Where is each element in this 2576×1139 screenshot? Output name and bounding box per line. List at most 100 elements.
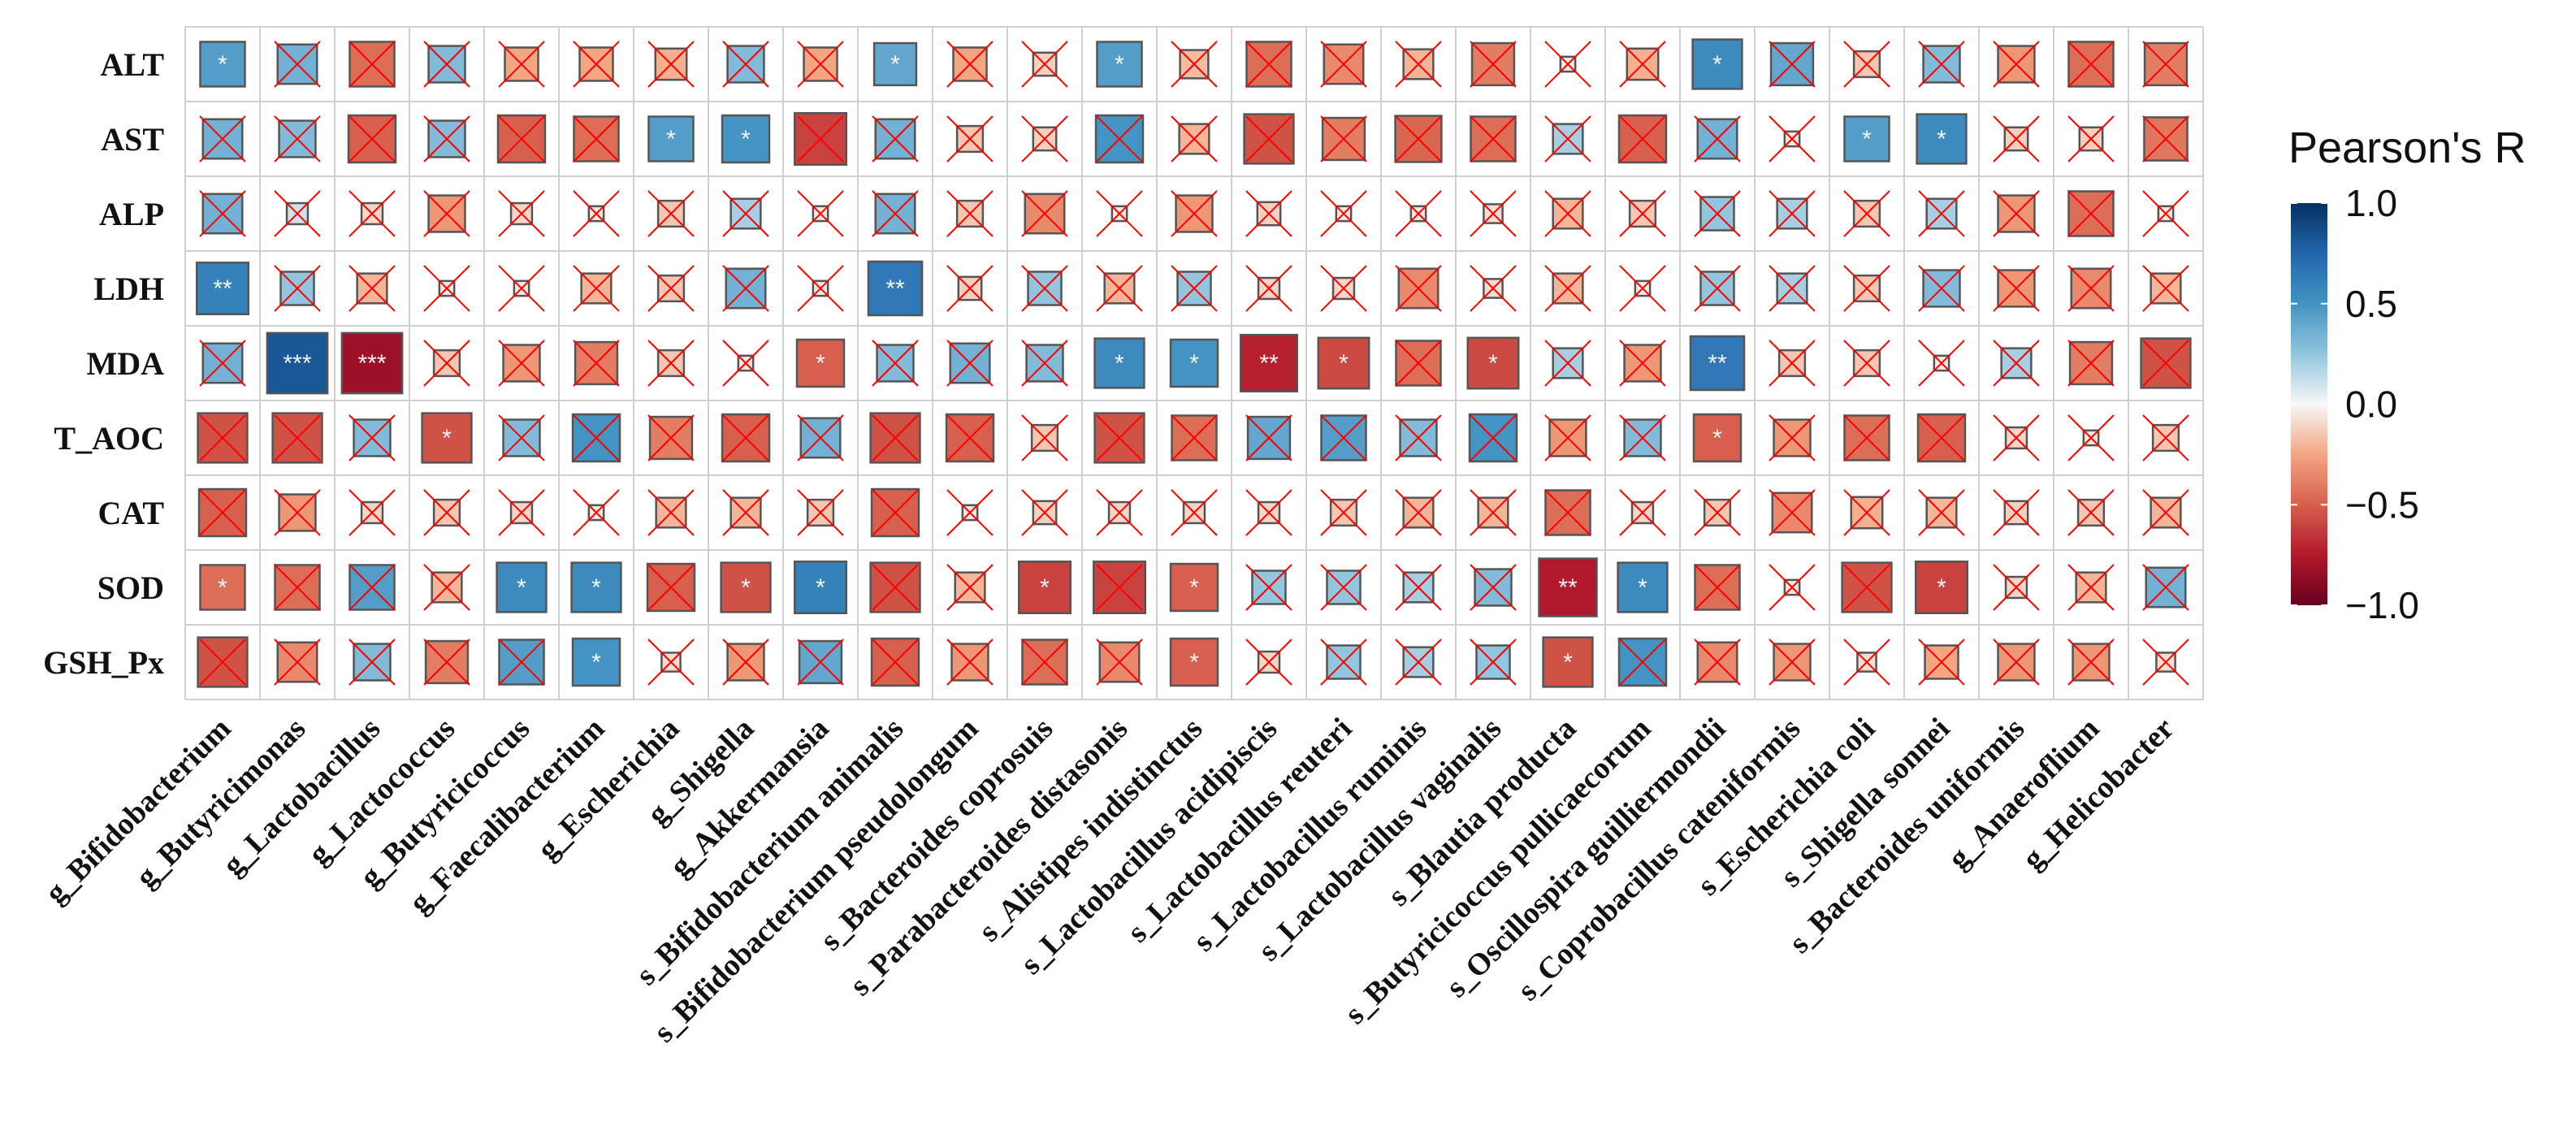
heatmap-cell — [2067, 41, 2115, 88]
nonsignificant-cross — [722, 340, 769, 387]
heatmap-cell — [1093, 412, 1145, 464]
significance-label: ** — [1558, 574, 1578, 601]
significance-label: * — [1488, 350, 1498, 377]
nonsignificant-cross — [1918, 41, 1965, 88]
heatmap-cell — [423, 41, 470, 88]
nonsignificant-cross — [797, 414, 844, 461]
heatmap-cell — [1171, 115, 1218, 162]
nonsignificant-cross — [2142, 639, 2189, 686]
heatmap-cell — [1918, 639, 1965, 686]
nonsignificant-cross — [1993, 414, 2040, 461]
color-legend: Pearson's R 1.0 0.5 0.0 −0.5 −1.0 — [2288, 123, 2526, 626]
cell-square — [872, 41, 918, 87]
significance-label: * — [1638, 574, 1647, 601]
heatmap-cell — [1096, 489, 1143, 536]
significance-label: ** — [1259, 350, 1279, 377]
nonsignificant-cross — [1245, 41, 1292, 88]
nonsignificant-cross — [2067, 190, 2115, 237]
heatmap-cell — [1320, 41, 1367, 88]
heatmap-cell — [197, 487, 248, 538]
nonsignificant-cross — [1096, 115, 1143, 162]
cell-square — [1093, 337, 1145, 389]
nonsignificant-cross — [722, 190, 769, 237]
row-label: ALT — [100, 46, 164, 83]
nonsignificant-cross — [573, 414, 620, 461]
heatmap-cell — [870, 637, 920, 687]
heatmap-cell — [349, 41, 396, 88]
heatmap-cell — [2142, 639, 2189, 686]
heatmap-cell — [797, 190, 844, 237]
heatmap-cell — [347, 114, 397, 164]
heatmap-cell — [1843, 265, 1890, 312]
nonsignificant-cross — [1171, 265, 1218, 312]
heatmap-cell — [1395, 41, 1442, 88]
nonsignificant-cross — [349, 414, 396, 461]
nonsignificant-cross — [946, 340, 994, 387]
nonsignificant-cross — [1843, 414, 1890, 461]
heatmap-cell — [647, 41, 695, 88]
nonsignificant-cross — [274, 489, 321, 536]
nonsignificant-cross — [1021, 489, 1068, 536]
significance-label: * — [442, 425, 452, 452]
heatmap-cell — [1619, 489, 1666, 536]
nonsignificant-cross — [423, 564, 470, 611]
nonsignificant-cross — [1694, 115, 1741, 162]
nonsignificant-cross — [2142, 340, 2189, 387]
heatmap-cell — [1918, 190, 1965, 237]
heatmap-cell — [1918, 41, 1965, 88]
heatmap-cell: * — [872, 41, 918, 87]
nonsignificant-cross — [1171, 190, 1218, 237]
heatmap-cell: * — [199, 564, 246, 611]
heatmap-cell: * — [795, 338, 846, 388]
heatmap-cell — [1694, 489, 1741, 536]
heatmap-cell: * — [1169, 562, 1219, 613]
nonsignificant-cross — [1694, 489, 1741, 536]
cell-square — [1466, 336, 1520, 390]
heatmap-cell — [2142, 41, 2189, 88]
heatmap-cell: * — [1914, 560, 1969, 615]
heatmap-cell — [1395, 340, 1442, 387]
significance-label: * — [666, 126, 676, 153]
nonsignificant-cross — [797, 265, 844, 312]
legend-title: Pearson's R — [2288, 123, 2526, 172]
nonsignificant-cross — [1769, 115, 1816, 162]
nonsignificant-cross — [1544, 115, 1591, 162]
nonsignificant-cross — [2067, 414, 2115, 461]
heatmap-cell — [1619, 340, 1666, 387]
significance-label: * — [1189, 574, 1199, 601]
nonsignificant-cross — [1096, 265, 1143, 312]
heatmap-cell — [647, 489, 695, 536]
heatmap-cell — [946, 564, 994, 611]
heatmap-cell — [647, 414, 695, 461]
heatmap-cell — [1769, 41, 1816, 88]
heatmap-cell — [797, 414, 844, 461]
row-label: MDA — [86, 345, 164, 382]
nonsignificant-cross — [423, 115, 470, 162]
heatmap-cell: * — [1691, 38, 1743, 90]
nonsignificant-cross — [349, 41, 396, 88]
nonsignificant-cross — [199, 115, 246, 162]
nonsignificant-cross — [498, 41, 545, 88]
nonsignificant-cross — [1769, 190, 1816, 237]
heatmap-cell — [946, 190, 994, 237]
significance-label: * — [741, 574, 751, 601]
heatmap-cell — [1320, 265, 1367, 312]
heatmap-cell — [274, 41, 321, 88]
heatmap-cell — [647, 265, 695, 312]
nonsignificant-cross — [1171, 115, 1218, 162]
heatmap-cell — [1395, 639, 1442, 686]
nonsignificant-cross — [1470, 265, 1517, 312]
nonsignificant-cross — [797, 115, 844, 162]
significance-label: *** — [357, 350, 386, 377]
heatmap-cell — [2067, 414, 2115, 461]
heatmap-cell — [1544, 190, 1591, 237]
heatmap-cell — [721, 413, 771, 463]
nonsignificant-cross — [1470, 564, 1517, 611]
nonsignificant-cross — [573, 340, 620, 387]
nonsignificant-cross — [1843, 41, 1890, 88]
nonsignificant-cross — [1096, 489, 1143, 536]
heatmap-cell: ** — [1538, 557, 1598, 617]
heatmap-cell — [872, 190, 919, 237]
heatmap-cell — [722, 41, 769, 88]
heatmap-cell — [274, 564, 321, 611]
